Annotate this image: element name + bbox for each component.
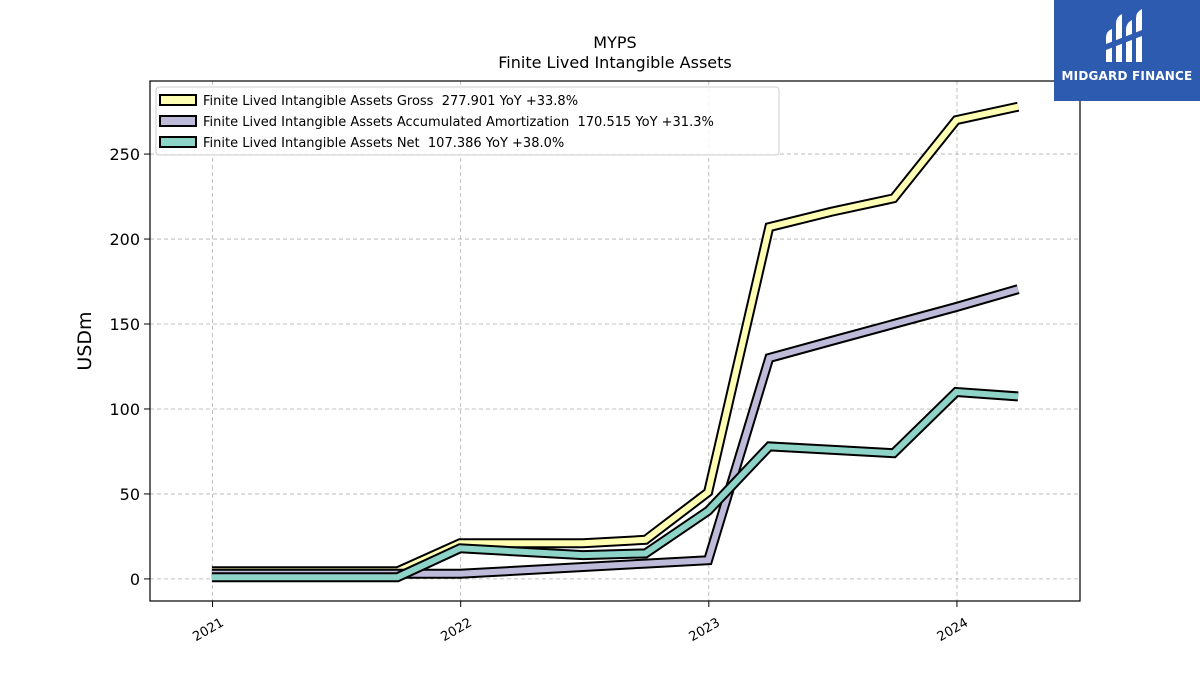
chart-title: MYPS [593, 33, 636, 52]
y-tick-label: 100 [109, 400, 140, 419]
y-tick-label: 50 [120, 485, 140, 504]
x-tick-label: 2021 [190, 615, 226, 645]
series-line-3 [211, 388, 1019, 581]
chart-subtitle: Finite Lived Intangible Assets [498, 53, 731, 72]
brand-logo: MIDGARD FINANCE [1054, 0, 1200, 101]
plot-frame [149, 80, 1081, 602]
legend-box [155, 86, 780, 156]
series-line-2 [211, 286, 1019, 577]
series-layer [211, 101, 1020, 583]
grid-lines [150, 81, 1080, 601]
legend-label-2: Finite Lived Intangible Assets Accumulat… [203, 115, 714, 130]
brand-name: MIDGARD FINANCE [1061, 69, 1193, 83]
legend-label-3: Finite Lived Intangible Assets Net 107.3… [203, 136, 564, 151]
y-tick-label: 200 [109, 230, 140, 249]
legend-swatch-3 [159, 136, 197, 148]
legend-label-1: Finite Lived Intangible Assets Gross 277… [203, 94, 578, 109]
y-tick-label: 250 [109, 145, 140, 164]
y-tick-label: 0 [130, 570, 140, 589]
x-tick-label: 2023 [687, 615, 723, 645]
legend-swatch-1 [159, 94, 197, 106]
series-outline-2 [211, 284, 1020, 579]
y-tick-label: 150 [109, 315, 140, 334]
y-axis-ticks: 0 50 100 150 200 250 [109, 145, 150, 589]
x-tick-label: 2024 [935, 615, 971, 645]
x-axis-ticks: 2021 2022 2023 2024 [190, 601, 971, 645]
y-axis-label: USDm [74, 311, 96, 370]
x-tick-label: 2022 [439, 615, 475, 645]
legend: Finite Lived Intangible Assets Gross 277… [155, 86, 780, 156]
series-outline-3 [211, 386, 1019, 583]
series-outline-1 [211, 101, 1020, 577]
series-line-1 [211, 103, 1019, 575]
brand-logo-graphic [1054, 0, 1200, 101]
legend-swatch-2 [159, 115, 197, 127]
